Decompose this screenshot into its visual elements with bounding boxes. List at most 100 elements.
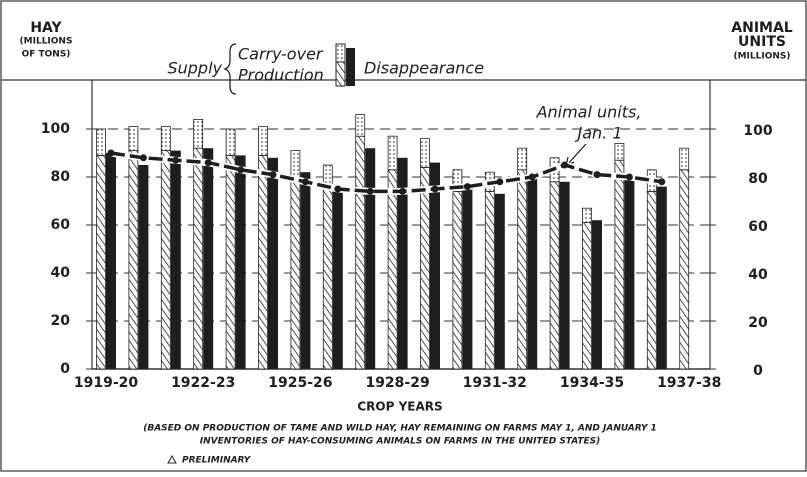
disappearance-bar	[170, 150, 181, 369]
y2-tick-label: 60	[748, 219, 768, 235]
disappearance-bar	[397, 157, 408, 369]
animal-units-dot	[204, 159, 212, 167]
x-tick-label: 1919-20	[74, 375, 139, 391]
animal-units-dot	[301, 178, 309, 186]
animal-units-dot	[366, 187, 374, 195]
disappearance-bar	[235, 155, 246, 369]
carry-over-bar	[420, 138, 430, 168]
y2-axis-label: ANIMAL	[731, 20, 793, 36]
animal-units-dot	[269, 171, 277, 179]
x-axis-label: CROP YEARS	[357, 400, 442, 414]
animal-units-dot	[431, 185, 439, 193]
y-tick-label: 20	[51, 313, 71, 329]
carry-over-bar	[355, 114, 366, 137]
y2-tick-label: 20	[748, 315, 768, 331]
legend-label: Disappearance	[364, 59, 484, 78]
carry-over-bar	[290, 150, 301, 180]
disappearance-bar	[300, 172, 311, 369]
production-bar	[517, 169, 528, 370]
note: INVENTORIES OF HAY-CONSUMING ANIMALS ON …	[200, 437, 600, 447]
y2-tick-label: 0	[753, 363, 763, 379]
animal-units-dot	[237, 166, 245, 174]
animal-units-dot	[561, 161, 569, 169]
production-bar	[387, 169, 398, 370]
production-bar	[225, 154, 236, 370]
disappearance-bar	[203, 148, 214, 369]
disappearance-bar	[268, 157, 278, 369]
production-bar	[355, 135, 366, 370]
carry-over-bar	[160, 126, 171, 151]
animal-units-dot	[658, 178, 666, 186]
legend-swatch	[335, 61, 346, 87]
disappearance-bar	[462, 184, 473, 369]
production-bar	[614, 159, 625, 370]
carry-over-bar	[258, 126, 268, 156]
y2-tick-label: 100	[743, 123, 772, 139]
preliminary-note: PRELIMINARY	[182, 456, 252, 466]
animal-units-dot	[399, 187, 407, 195]
x-tick-label: 1928-29	[365, 375, 429, 391]
production-bar	[128, 150, 139, 370]
legend-swatch	[346, 48, 355, 86]
legend-brace	[223, 43, 237, 95]
production-bar	[258, 154, 268, 370]
legend-label: Production	[238, 66, 324, 85]
x-tick-label: 1931-32	[463, 375, 527, 391]
production-bar	[420, 166, 430, 370]
disappearance-bar	[365, 148, 376, 369]
legend-swatch	[335, 43, 346, 63]
disappearance-bar	[332, 186, 343, 369]
y-axis-label: HAY	[30, 20, 62, 36]
carry-over-bar	[452, 169, 463, 192]
disappearance-bar	[527, 174, 538, 369]
animal-units-dot	[107, 149, 115, 157]
disappearance-bar	[494, 193, 505, 369]
carry-over-bar	[679, 147, 690, 171]
note: (BASED ON PRODUCTION OF TAME AND WILD HA…	[143, 424, 657, 434]
annotation: Animal units,	[536, 103, 642, 122]
carry-over-bar	[225, 128, 236, 156]
x-tick-label: 1925-26	[268, 375, 332, 391]
production-bar	[96, 154, 106, 370]
disappearance-bar	[106, 153, 116, 369]
y-axis-label: OF TONS)	[22, 50, 71, 60]
production-bar	[484, 190, 495, 370]
production-bar	[290, 178, 301, 370]
y-axis-label: (MILLIONS	[20, 37, 73, 47]
x-tick-label: 1934-35	[560, 375, 624, 391]
x-tick-label: 1937-38	[657, 375, 721, 391]
production-bar	[679, 169, 690, 370]
y-tick-label: 40	[51, 265, 71, 281]
animal-units-dot	[139, 154, 147, 162]
x-tick-label: 1922-23	[171, 375, 235, 391]
animal-units-dot	[528, 173, 536, 181]
carry-over-bar	[387, 135, 398, 171]
disappearance-bar	[656, 186, 667, 369]
y-tick-label: 100	[41, 121, 70, 137]
animal-units-dot	[496, 178, 504, 186]
carry-over-bar	[128, 126, 139, 151]
disappearance-bar	[430, 162, 440, 369]
animal-units-line	[110, 151, 663, 194]
animal-units-dot	[463, 183, 471, 191]
y-tick-label: 80	[51, 169, 71, 185]
y2-tick-label: 40	[748, 267, 768, 283]
disappearance-bar	[559, 181, 570, 369]
y2-axis-label: (MILLIONS)	[733, 52, 790, 62]
animal-units-dot	[172, 156, 180, 164]
animal-units-dot	[334, 185, 342, 193]
annotation: Jan. 1	[574, 124, 622, 143]
production-bar	[193, 147, 204, 370]
preliminary-marker	[167, 454, 177, 464]
animal-units-dot	[593, 171, 601, 179]
production-bar	[646, 190, 657, 370]
disappearance-bar	[138, 165, 149, 369]
disappearance-bar	[624, 177, 635, 369]
y-tick-label: 60	[51, 217, 71, 233]
animal-units-dot	[625, 173, 633, 181]
y2-axis-label: UNITS	[738, 34, 786, 50]
production-bar	[322, 186, 333, 370]
carry-over-bar	[96, 128, 106, 156]
